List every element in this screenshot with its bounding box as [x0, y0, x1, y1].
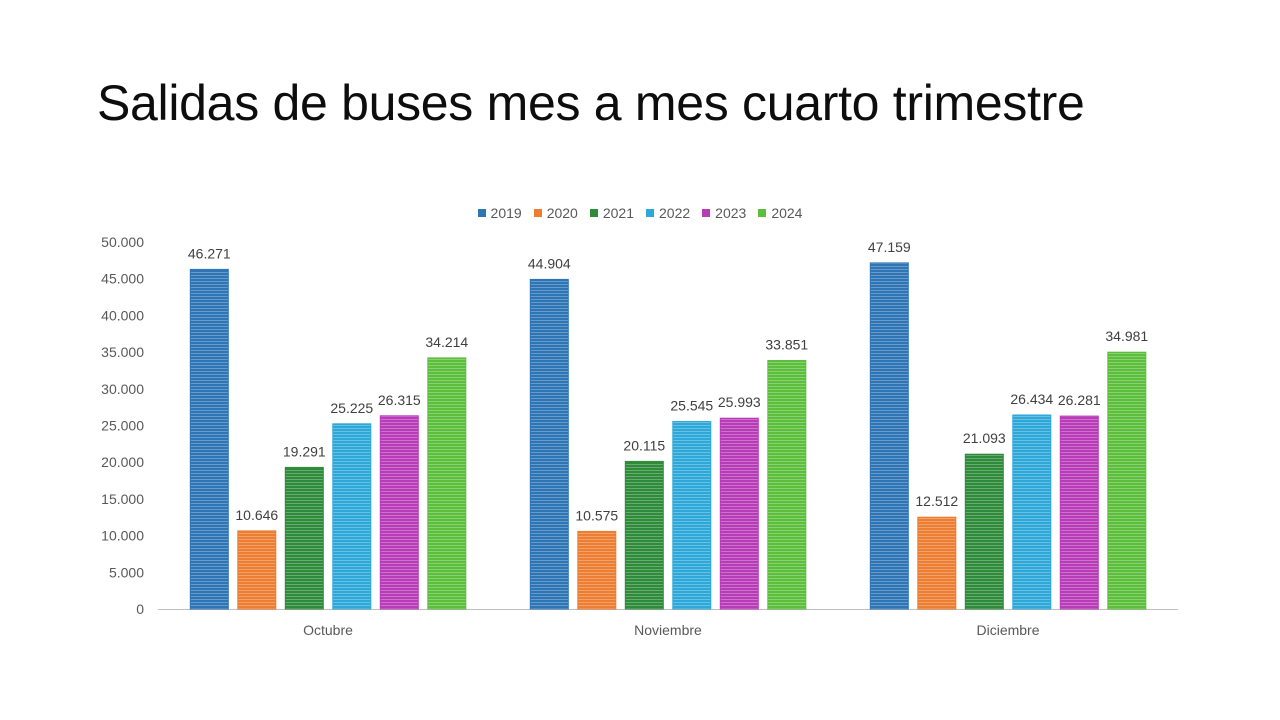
- legend-item-2021: 2021: [589, 205, 634, 221]
- bar-2023-octubre: [379, 415, 419, 610]
- bar-2024-octubre: [427, 357, 467, 610]
- bar-2021-noviembre: [624, 460, 664, 610]
- data-label: 34.214: [425, 334, 468, 350]
- x-category-label: Noviembre: [634, 622, 702, 638]
- legend-label: 2023: [715, 205, 747, 221]
- y-tick-label: 20.000: [101, 454, 144, 470]
- legend-swatch: [533, 209, 542, 217]
- x-category-label: Octubre: [303, 622, 353, 638]
- bar-2021-octubre: [284, 466, 324, 610]
- bar-2022-noviembre: [672, 421, 712, 610]
- y-tick-label: 25.000: [101, 418, 144, 434]
- legend-item-2019: 2019: [477, 205, 522, 221]
- data-label: 12.512: [915, 493, 958, 509]
- data-label: 44.904: [528, 255, 571, 271]
- legend-label: 2021: [602, 205, 634, 221]
- x-category-label: Diciembre: [976, 622, 1039, 638]
- slide-title: Salidas de buses mes a mes cuarto trimes…: [97, 75, 1085, 131]
- data-label: 26.434: [1010, 391, 1053, 407]
- y-tick-label: 45.000: [101, 271, 144, 287]
- bar-2019-diciembre: [869, 262, 909, 610]
- legend-swatch: [702, 209, 711, 217]
- bar-2019-noviembre: [529, 278, 569, 610]
- y-tick-label: 0: [136, 601, 144, 617]
- y-tick-label: 30.000: [101, 381, 144, 397]
- legend-label: 2022: [659, 205, 691, 221]
- legend-item-2024: 2024: [758, 205, 802, 221]
- bar-2022-diciembre: [1012, 414, 1052, 610]
- y-tick-label: 35.000: [101, 344, 144, 360]
- bar-2023-noviembre: [719, 417, 759, 610]
- data-label: 21.093: [963, 430, 1006, 446]
- bar-2021-diciembre: [964, 453, 1004, 610]
- legend-swatch: [477, 209, 486, 217]
- y-tick-label: 50.000: [101, 234, 144, 250]
- y-tick-label: 5.000: [109, 564, 144, 580]
- data-label: 10.575: [575, 507, 618, 523]
- data-label: 19.291: [283, 443, 326, 459]
- data-label: 26.281: [1058, 392, 1101, 408]
- bar-2019-octubre: [189, 268, 229, 610]
- data-label: 20.115: [623, 437, 665, 453]
- data-label: 46.271: [188, 245, 231, 261]
- data-label: 26.315: [378, 392, 421, 408]
- data-label: 33.851: [765, 337, 808, 353]
- bar-2024-diciembre: [1107, 351, 1147, 610]
- legend-label: 2020: [546, 205, 578, 221]
- data-label: 25.545: [670, 398, 713, 414]
- legend-swatch: [589, 209, 598, 217]
- data-label: 10.646: [235, 507, 278, 523]
- legend-swatch: [758, 209, 767, 217]
- y-tick-label: 40.000: [101, 307, 144, 323]
- legend-label: 2019: [490, 205, 522, 221]
- data-label: 47.159: [868, 239, 911, 255]
- data-label: 25.225: [330, 400, 373, 416]
- legend-swatch: [646, 209, 654, 217]
- legend-item-2023: 2023: [702, 205, 746, 221]
- legend-label: 2024: [771, 205, 803, 221]
- bar-2022-octubre: [332, 423, 372, 610]
- data-label: 25.993: [718, 394, 761, 410]
- bar-2023-diciembre: [1059, 415, 1099, 610]
- bar-2024-noviembre: [767, 360, 807, 610]
- legend-item-2020: 2020: [533, 205, 578, 221]
- y-tick-label: 15.000: [101, 491, 144, 507]
- bar-2020-diciembre: [917, 516, 957, 610]
- y-tick-label: 10.000: [101, 528, 144, 544]
- bar-2020-noviembre: [577, 530, 617, 610]
- chart-legend: 2019 2020 2021 2022 2023 2024: [0, 203, 1280, 223]
- data-label: 34.981: [1105, 328, 1148, 344]
- bar-2020-octubre: [237, 530, 277, 610]
- legend-item-2022: 2022: [646, 205, 690, 221]
